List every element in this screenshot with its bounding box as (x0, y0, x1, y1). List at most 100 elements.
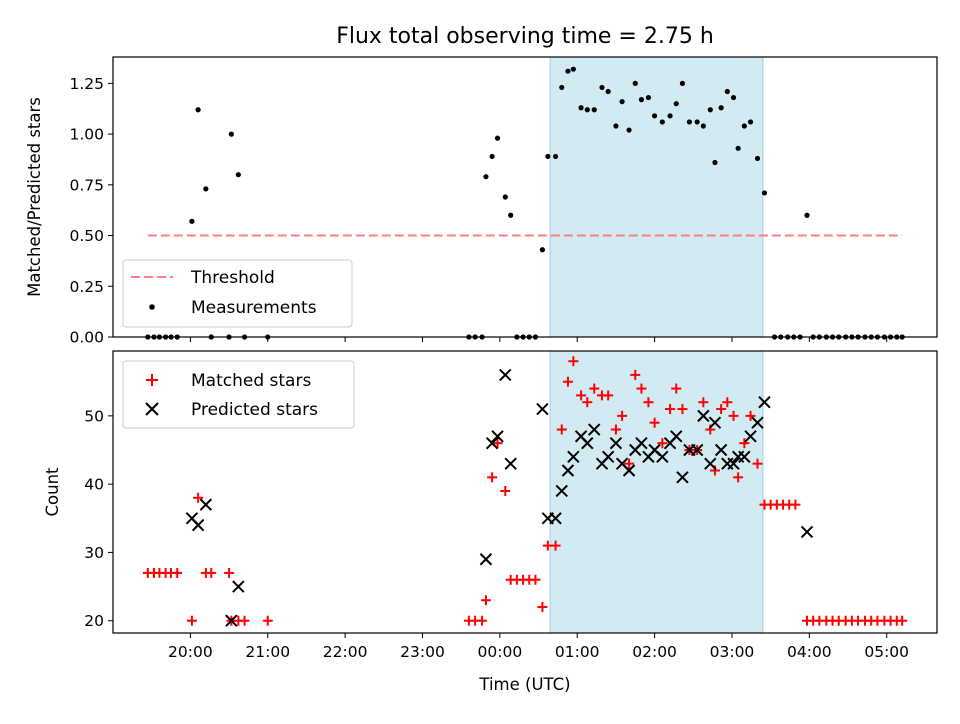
legend-measurements-label: Measurements (191, 298, 317, 318)
measurement-point (651, 113, 658, 119)
top-panel-shade (549, 56, 764, 338)
matched-point (677, 404, 688, 415)
predicted-point (708, 416, 722, 429)
measurement-point (483, 174, 489, 180)
top-panel-ylabel: Matched/Predicted stars (25, 97, 44, 297)
measurement-point (570, 66, 576, 72)
measurement-point (638, 97, 645, 103)
x-tick-label: 21:00 (245, 643, 290, 661)
measurement-point (228, 131, 234, 137)
predicted-point (670, 430, 683, 443)
y-tick-label: 0.75 (69, 176, 104, 194)
measurement-points (145, 66, 905, 340)
measurement-point (605, 88, 611, 95)
matched-point (537, 602, 548, 613)
x-tick-label: 00:00 (478, 643, 523, 661)
predicted-point (635, 436, 648, 450)
matched-point (745, 410, 756, 421)
predicted-point (656, 450, 669, 464)
y-tick-label: 0.50 (69, 227, 104, 245)
matched-point (722, 397, 733, 408)
predicted-point (479, 553, 493, 566)
matched-point (562, 376, 573, 387)
matched-point (193, 492, 204, 503)
x-tick-label: 03:00 (710, 643, 755, 661)
measurement-point (591, 107, 597, 113)
predicted-point (588, 423, 601, 436)
measurement-point (804, 212, 810, 218)
measurement-point (489, 153, 495, 160)
matched-point (477, 615, 488, 626)
measurement-point (632, 80, 638, 86)
matched-point (636, 383, 647, 394)
matched-point (716, 404, 727, 415)
x-tick-label: 01:00 (555, 643, 600, 661)
measurement-point (730, 94, 737, 101)
predicted-point (499, 368, 512, 382)
legend-threshold-label: Threshold (190, 268, 275, 288)
matched-point (630, 369, 641, 380)
matched-point (186, 615, 197, 626)
legend-measurements-swatch (149, 304, 155, 310)
bottom-panel-yticks: 20 30 40 50 (84, 407, 113, 630)
matched-point (790, 499, 801, 510)
measurement-point (626, 127, 632, 133)
measurement-point (508, 212, 514, 218)
y-tick-label: 30 (84, 544, 104, 562)
measurement-point (667, 113, 673, 119)
y-tick-label: 0.00 (69, 329, 104, 347)
matched-point (262, 615, 273, 626)
matched-point (556, 424, 567, 435)
matched-point (492, 438, 503, 449)
matched-point (643, 397, 654, 408)
measurement-point (552, 153, 559, 160)
predicted-point (800, 525, 814, 539)
measurement-point (700, 123, 706, 129)
y-tick-label: 1.25 (69, 75, 104, 93)
top-legend-box (122, 259, 353, 328)
x-tick-label: 02:00 (632, 643, 677, 661)
predicted-point (601, 450, 615, 464)
top-legend: Threshold Measurements (122, 259, 353, 328)
y-tick-label: 0.25 (69, 278, 104, 296)
measurement-point (203, 186, 209, 192)
measurement-point (545, 153, 551, 160)
matched-point (568, 356, 579, 367)
legend-predicted-swatch (145, 402, 159, 416)
x-tick-label: 23:00 (400, 643, 445, 661)
matched-point (665, 404, 676, 415)
measurement-point (494, 135, 501, 141)
matched-point (500, 485, 511, 496)
predicted-point (609, 436, 623, 450)
bottom-legend-box (122, 360, 355, 429)
y-tick-label: 50 (84, 407, 104, 425)
predicted-point (714, 443, 728, 457)
predicted-point (536, 402, 549, 416)
matched-point (728, 410, 739, 421)
predicted-point (504, 457, 517, 470)
predicted-point (191, 518, 205, 532)
predicted-point (225, 614, 238, 627)
matched-point (733, 472, 744, 483)
matched-point (589, 383, 600, 394)
matched-point (897, 615, 908, 626)
top-panel: 0.00 0.25 0.50 0.75 1.00 1.25 Matched/Predict… (25, 56, 938, 347)
predicted-point (676, 471, 689, 484)
predicted-point (561, 464, 575, 477)
chart-title: Flux total observing time = 2.75 h (336, 24, 714, 49)
predicted-point (567, 450, 580, 464)
predicted-point (581, 436, 594, 450)
matched-point (617, 410, 628, 421)
measurement-point (761, 190, 768, 196)
matched-point (739, 438, 750, 449)
matched-point (698, 397, 709, 408)
measurement-point (584, 107, 590, 113)
measurement-point (673, 101, 679, 107)
matched-point (206, 567, 217, 578)
predicted-point (758, 396, 771, 409)
predicted-point (555, 484, 568, 498)
measurement-point (189, 218, 195, 224)
matched-point (224, 567, 235, 578)
matched-point (624, 458, 635, 469)
